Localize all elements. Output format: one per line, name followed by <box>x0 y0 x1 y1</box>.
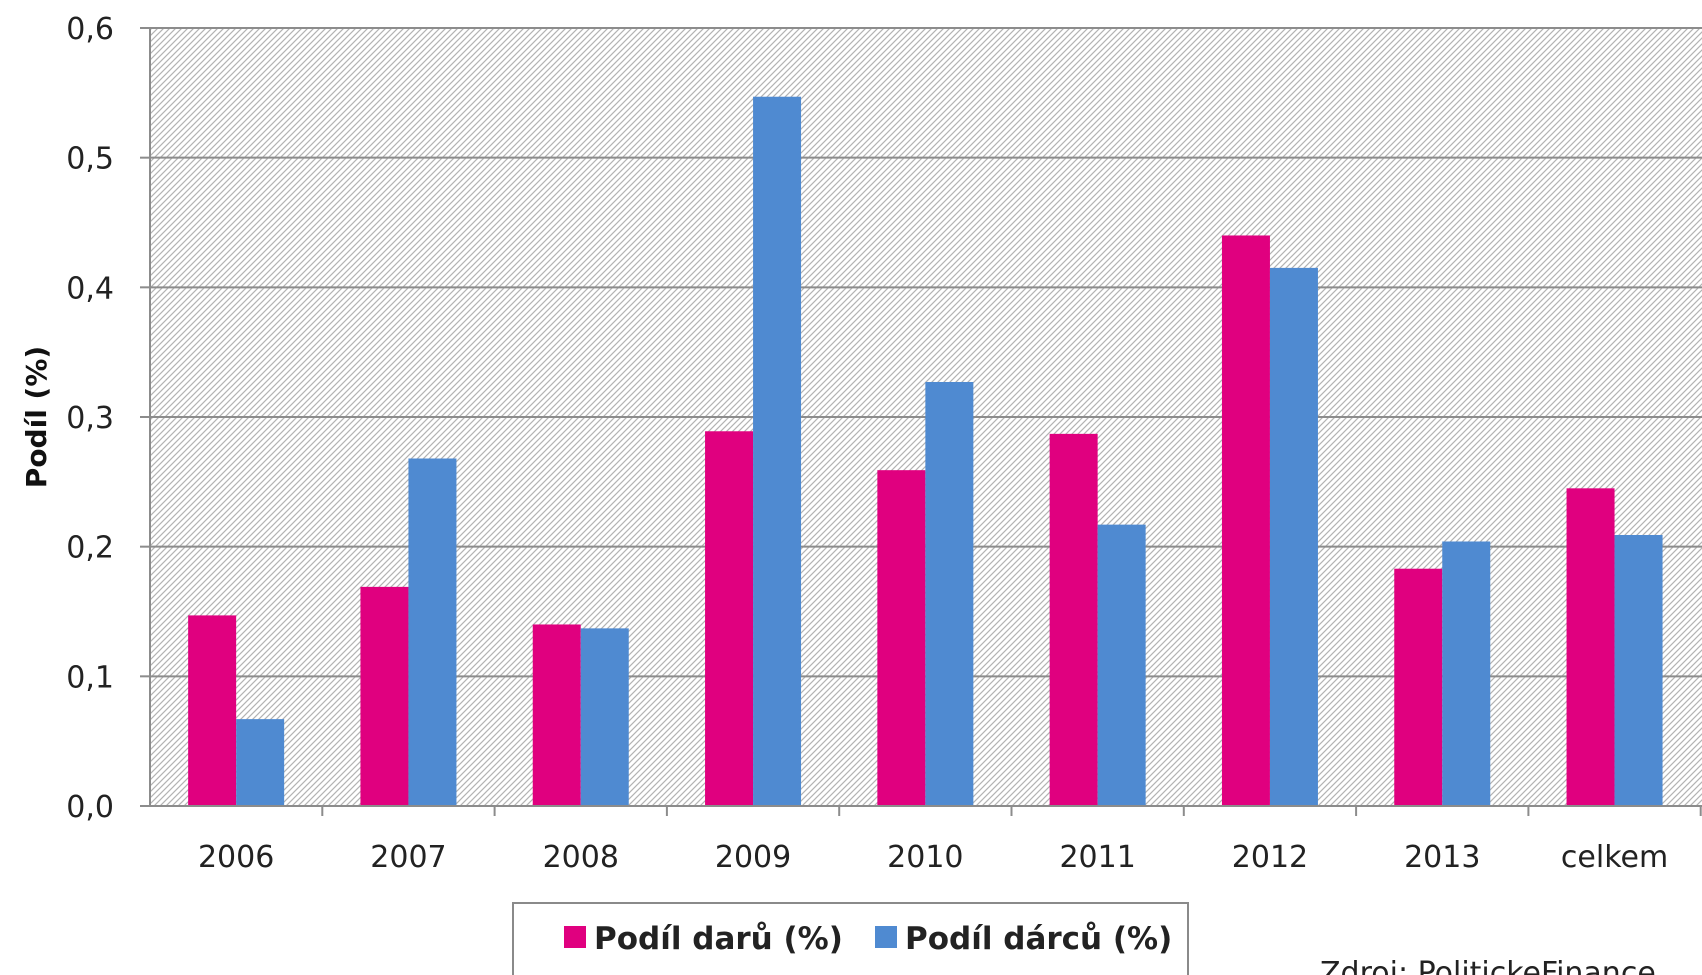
bar-podil-daru-2011 <box>1049 433 1098 806</box>
bar-podil-darcu-2012 <box>1269 267 1318 807</box>
bar-podil-daru-2013 <box>1394 568 1443 806</box>
bar-podil-darcu-2011 <box>1097 524 1146 806</box>
x-tick-labels: 2006 2007 2008 2009 2010 2011 2012 2013 celkem <box>198 840 1668 875</box>
x-tick-label: 2013 <box>1404 840 1480 875</box>
axes <box>140 27 1702 816</box>
bar-podil-darcu-2006 <box>236 719 285 806</box>
x-tick-label: 2010 <box>887 840 963 875</box>
bar-podil-daru-2012 <box>1221 235 1270 806</box>
bar-podil-daru-2008 <box>532 624 581 806</box>
legend-swatch-podil-daru <box>564 926 586 948</box>
y-tick-label: 0,1 <box>66 660 114 695</box>
y-tick-label: 0,4 <box>66 271 114 306</box>
legend-label-podil-daru: Podíl darů (%) <box>594 921 843 957</box>
y-tick-label: 0,6 <box>66 12 114 47</box>
bar-podil-daru-2009 <box>705 431 754 806</box>
legend-label-podil-darcu: Podíl dárců (%) <box>905 921 1172 957</box>
bars <box>188 96 1663 807</box>
y-axis-title: Podíl (%) <box>20 346 53 488</box>
bar-podil-daru-celkem <box>1566 488 1615 806</box>
legend: Podíl darů (%) Podíl dárců (%) <box>512 902 1189 975</box>
bar-podil-darcu-2009 <box>753 96 802 807</box>
legend-box <box>512 902 1189 975</box>
y-tick-labels: 0,0 0,1 0,2 0,3 0,4 0,5 0,6 <box>66 12 114 825</box>
x-tick-label: 2012 <box>1232 840 1308 875</box>
y-tick-label: 0,0 <box>66 790 114 825</box>
y-tick-label: 0,3 <box>66 401 114 436</box>
bar-podil-daru-2007 <box>360 586 409 806</box>
x-tick-label: 2011 <box>1059 840 1135 875</box>
bar-podil-daru-2006 <box>188 615 237 806</box>
bar-podil-darcu-2007 <box>408 458 457 806</box>
y-tick-label: 0,2 <box>66 531 114 566</box>
bar-podil-darcu-2010 <box>925 381 974 806</box>
bar-podil-darcu-2008 <box>580 628 629 806</box>
source-annotation: Zdroj: PolitickeFinance <box>1320 956 1656 975</box>
bar-podil-darcu-celkem <box>1614 534 1663 806</box>
x-tick-label: 2007 <box>370 840 446 875</box>
x-tick-label: 2008 <box>543 840 619 875</box>
legend-swatch-podil-darcu <box>875 926 897 948</box>
bar-podil-daru-2010 <box>877 470 926 806</box>
bar-podil-darcu-2013 <box>1442 541 1491 806</box>
x-tick-label: 2006 <box>198 840 274 875</box>
x-tick-label: 2009 <box>715 840 791 875</box>
x-tick-label: celkem <box>1561 840 1668 875</box>
y-tick-label: 0,5 <box>66 142 114 177</box>
